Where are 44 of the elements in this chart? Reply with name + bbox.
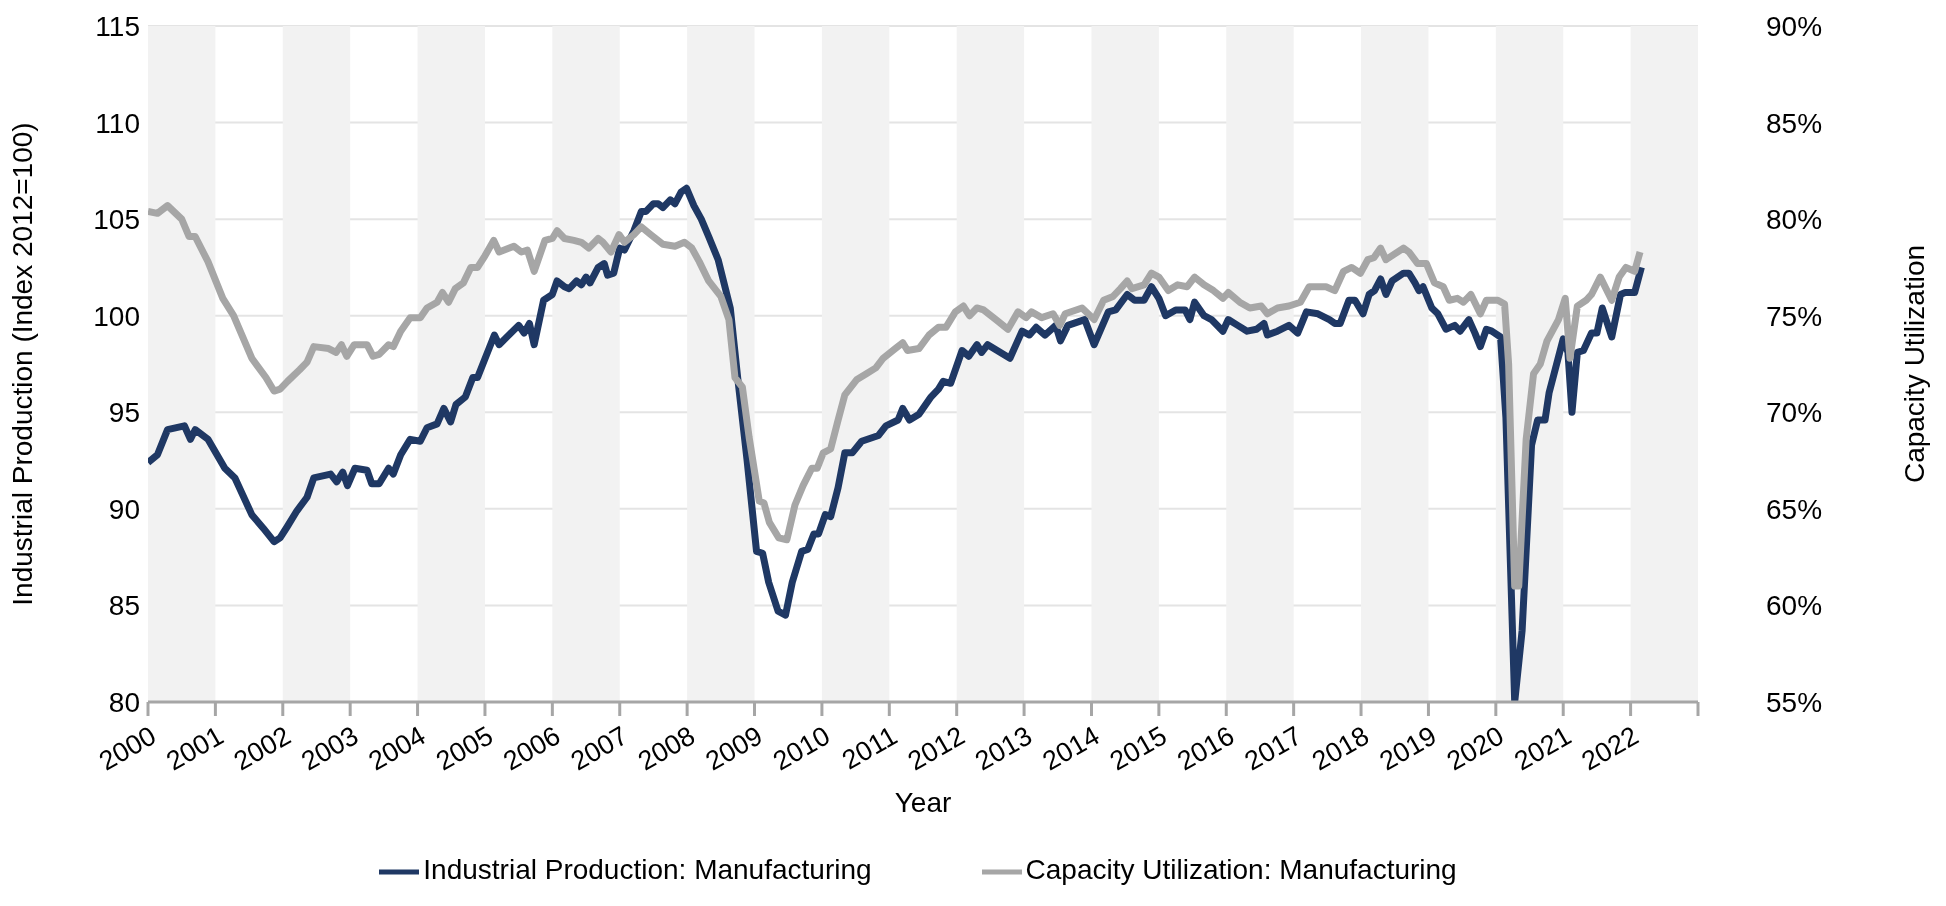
y2-tick-label: 80%	[1766, 204, 1823, 236]
x-tick-label: 2018	[1307, 720, 1375, 777]
y2-tick-label: 70%	[1766, 397, 1823, 429]
y2-tick-label: 85%	[1766, 107, 1823, 139]
y-tick-label: 90	[108, 493, 140, 525]
x-tick-label: 2017	[1239, 720, 1307, 777]
y-axis-title: Industrial Production (Index 2012=100)	[6, 122, 38, 606]
x-tick-label: 2013	[970, 720, 1038, 777]
legend-label: Capacity Utilization: Manufacturing	[1025, 854, 1457, 886]
x-tick-label: 2022	[1576, 720, 1644, 777]
x-tick-label: 2015	[1104, 720, 1172, 777]
x-tick-label: 2007	[565, 720, 633, 777]
x-tick-label: 2019	[1374, 720, 1442, 777]
x-axis-title: Year	[894, 787, 952, 818]
x-tick-label: 2014	[1037, 720, 1105, 777]
x-tick-label: 2021	[1509, 720, 1577, 777]
y2-tick-label: 75%	[1766, 300, 1823, 332]
y-tick-label: 95	[108, 397, 140, 429]
x-tick-label: 2001	[161, 720, 229, 777]
x-tick-label: 2002	[228, 720, 296, 777]
y2-tick-label: 60%	[1766, 590, 1823, 622]
x-tick-label: 2004	[363, 720, 431, 777]
y-tick-label: 115	[95, 10, 140, 42]
y2-tick-label: 55%	[1766, 686, 1823, 718]
y-tick-label: 80	[108, 686, 140, 718]
x-tick-label: 2006	[498, 720, 566, 777]
x-tick-label: 2008	[633, 720, 701, 777]
x-tick-label: 2000	[93, 720, 161, 777]
legend-label: Industrial Production: Manufacturing	[423, 854, 872, 886]
y2-axis-title: Capacity Utilization	[1898, 244, 1930, 484]
x-tick-label: 2003	[296, 720, 364, 777]
y-tick-label: 100	[93, 300, 140, 332]
y2-tick-label: 90%	[1766, 10, 1823, 42]
x-tick-label: 2010	[767, 720, 835, 777]
y2-tick-label: 65%	[1766, 493, 1823, 525]
y-tick-label: 105	[93, 204, 140, 236]
x-tick-label: 2020	[1441, 720, 1509, 777]
x-tick-label: 2012	[902, 720, 970, 777]
y-tick-label: 85	[108, 590, 140, 622]
x-tick-label: 2011	[837, 720, 903, 776]
y-tick-label: 110	[95, 107, 140, 139]
x-tick-label: 2005	[430, 720, 498, 777]
x-tick-label: 2016	[1172, 720, 1240, 777]
x-tick-label: 2009	[700, 720, 768, 777]
